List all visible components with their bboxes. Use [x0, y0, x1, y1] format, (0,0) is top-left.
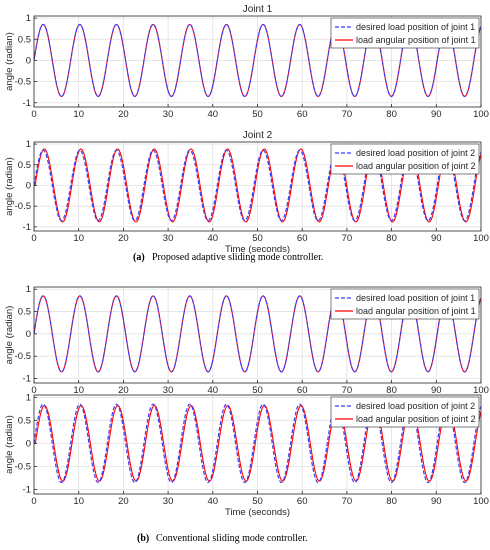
y-axis-label: angle (radian): [4, 32, 15, 91]
x-tick-label: 60: [297, 233, 308, 244]
chart-1: 0 10 20 30 40 50 60 70 80 90 100 1 0.5 0 -0.5 -1 Joint 1…: [4, 4, 489, 120]
x-tick-label: 20: [118, 109, 129, 120]
x-tick-label: 50: [252, 385, 263, 396]
x-tick-label: 90: [431, 233, 442, 244]
x-tick-label: 50: [252, 109, 263, 120]
x-tick-label: 100: [473, 109, 489, 120]
y-axis-label: angle (radian): [4, 415, 15, 474]
x-tick-label: 100: [473, 496, 489, 507]
y-tick-label: -1: [23, 222, 31, 233]
chart-3: 0 10 20 30 40 50 60 70 80 90 100 1 0.5 0 -0.5 -1 angle (…: [4, 284, 489, 396]
legend-entry: load angular position of joint 1: [356, 306, 476, 316]
chart-4: 0 10 20 30 40 50 60 70 80 90 100 1 0.5 0 -0.5 -1 angle (…: [4, 392, 489, 518]
legend: desired load position of joint 1 load ang…: [330, 288, 480, 320]
x-tick-label: 100: [473, 233, 489, 244]
x-tick-label: 80: [386, 496, 397, 507]
x-tick-label: 40: [208, 496, 219, 507]
x-tick-label: 20: [118, 233, 129, 244]
x-tick-label: 40: [208, 233, 219, 244]
y-tick-label: -0.5: [15, 461, 31, 472]
y-tick-label: 0: [26, 329, 31, 340]
x-tick-label: 20: [118, 385, 129, 396]
x-tick-label: 50: [252, 233, 263, 244]
x-tick-label: 30: [163, 109, 174, 120]
x-tick-label: 50: [252, 496, 263, 507]
legend-entry: load angular position of joint 2: [356, 414, 476, 424]
legend-entry: desired load position of joint 2: [356, 148, 475, 158]
x-tick-label: 90: [431, 109, 442, 120]
caption-b-label: (b): [137, 533, 149, 544]
y-tick-label: 1: [26, 139, 31, 150]
x-tick-label: 0: [31, 109, 36, 120]
legend: desired load position of joint 2 load ang…: [330, 396, 480, 428]
x-tick-label: 60: [297, 385, 308, 396]
y-tick-label: -0.5: [15, 351, 31, 362]
y-tick-label: -0.5: [15, 77, 31, 88]
x-tick-label: 100: [473, 385, 489, 396]
y-tick-label: 0.5: [18, 34, 31, 45]
caption-a-label: (a): [133, 252, 145, 263]
x-tick-label: 20: [118, 496, 129, 507]
x-tick-label: 60: [297, 109, 308, 120]
x-tick-label: 80: [386, 109, 397, 120]
legend-entry: desired load position of joint 1: [356, 293, 475, 303]
caption-a-text: Proposed adaptive sliding mode controlle…: [152, 252, 323, 263]
legend: desired load position of joint 1 load ang…: [330, 17, 480, 49]
x-tick-label: 70: [342, 233, 353, 244]
y-tick-label: -1: [23, 374, 31, 385]
y-tick-label: 0.5: [18, 160, 31, 171]
x-tick-label: 70: [342, 109, 353, 120]
x-tick-label: 30: [163, 385, 174, 396]
x-tick-label: 10: [73, 233, 84, 244]
x-tick-label: 30: [163, 496, 174, 507]
x-tick-label: 90: [431, 496, 442, 507]
x-tick-label: 80: [386, 385, 397, 396]
x-tick-label: 0: [31, 496, 36, 507]
legend-box: [330, 288, 480, 320]
x-tick-label: 0: [31, 385, 36, 396]
x-tick-label: 40: [208, 385, 219, 396]
legend-box: [330, 17, 480, 49]
x-tick-label: 0: [31, 233, 36, 244]
x-tick-label: 60: [297, 496, 308, 507]
y-tick-label: 1: [26, 13, 31, 24]
x-tick-label: 10: [73, 109, 84, 120]
chart-title: Joint 2: [243, 130, 273, 141]
x-tick-label: 40: [208, 109, 219, 120]
captions-container: (a) Proposed adaptive sliding mode contr…: [133, 252, 323, 544]
y-tick-label: 1: [26, 392, 31, 403]
legend: desired load position of joint 2 load ang…: [330, 143, 480, 175]
y-tick-label: -1: [23, 98, 31, 109]
x-tick-label: 30: [163, 233, 174, 244]
x-tick-label: 80: [386, 233, 397, 244]
y-tick-label: 0.5: [18, 415, 31, 426]
chart-2: 0 10 20 30 40 50 60 70 80 90 100 1 0.5 0 -0.5 -1 Joint 2…: [4, 130, 489, 255]
y-axis-label: angle (radian): [4, 306, 15, 365]
x-tick-label: 10: [73, 496, 84, 507]
x-axis-label: Time (seconds): [225, 244, 290, 255]
y-tick-label: -0.5: [15, 201, 31, 212]
x-tick-label: 70: [342, 385, 353, 396]
legend-entry: load angular position of joint 2: [356, 161, 476, 171]
legend-box: [330, 143, 480, 175]
y-tick-label: 0: [26, 438, 31, 449]
legend-entry: desired load position of joint 1: [356, 22, 475, 32]
legend-entry: desired load position of joint 2: [356, 401, 475, 411]
x-tick-label: 70: [342, 496, 353, 507]
caption-b-text: Conventional sliding mode controller.: [156, 533, 308, 544]
y-tick-label: 0.5: [18, 307, 31, 318]
y-tick-label: 0: [26, 55, 31, 66]
legend-entry: load angular position of joint 1: [356, 35, 476, 45]
y-axis-label: angle (radian): [4, 157, 15, 216]
y-tick-label: 1: [26, 284, 31, 295]
x-axis-label: Time (seconds): [225, 507, 290, 518]
legend-box: [330, 396, 480, 428]
x-tick-label: 90: [431, 385, 442, 396]
x-tick-label: 10: [73, 385, 84, 396]
chart-title: Joint 1: [243, 4, 273, 15]
y-tick-label: 0: [26, 180, 31, 191]
y-tick-label: -1: [23, 484, 31, 495]
